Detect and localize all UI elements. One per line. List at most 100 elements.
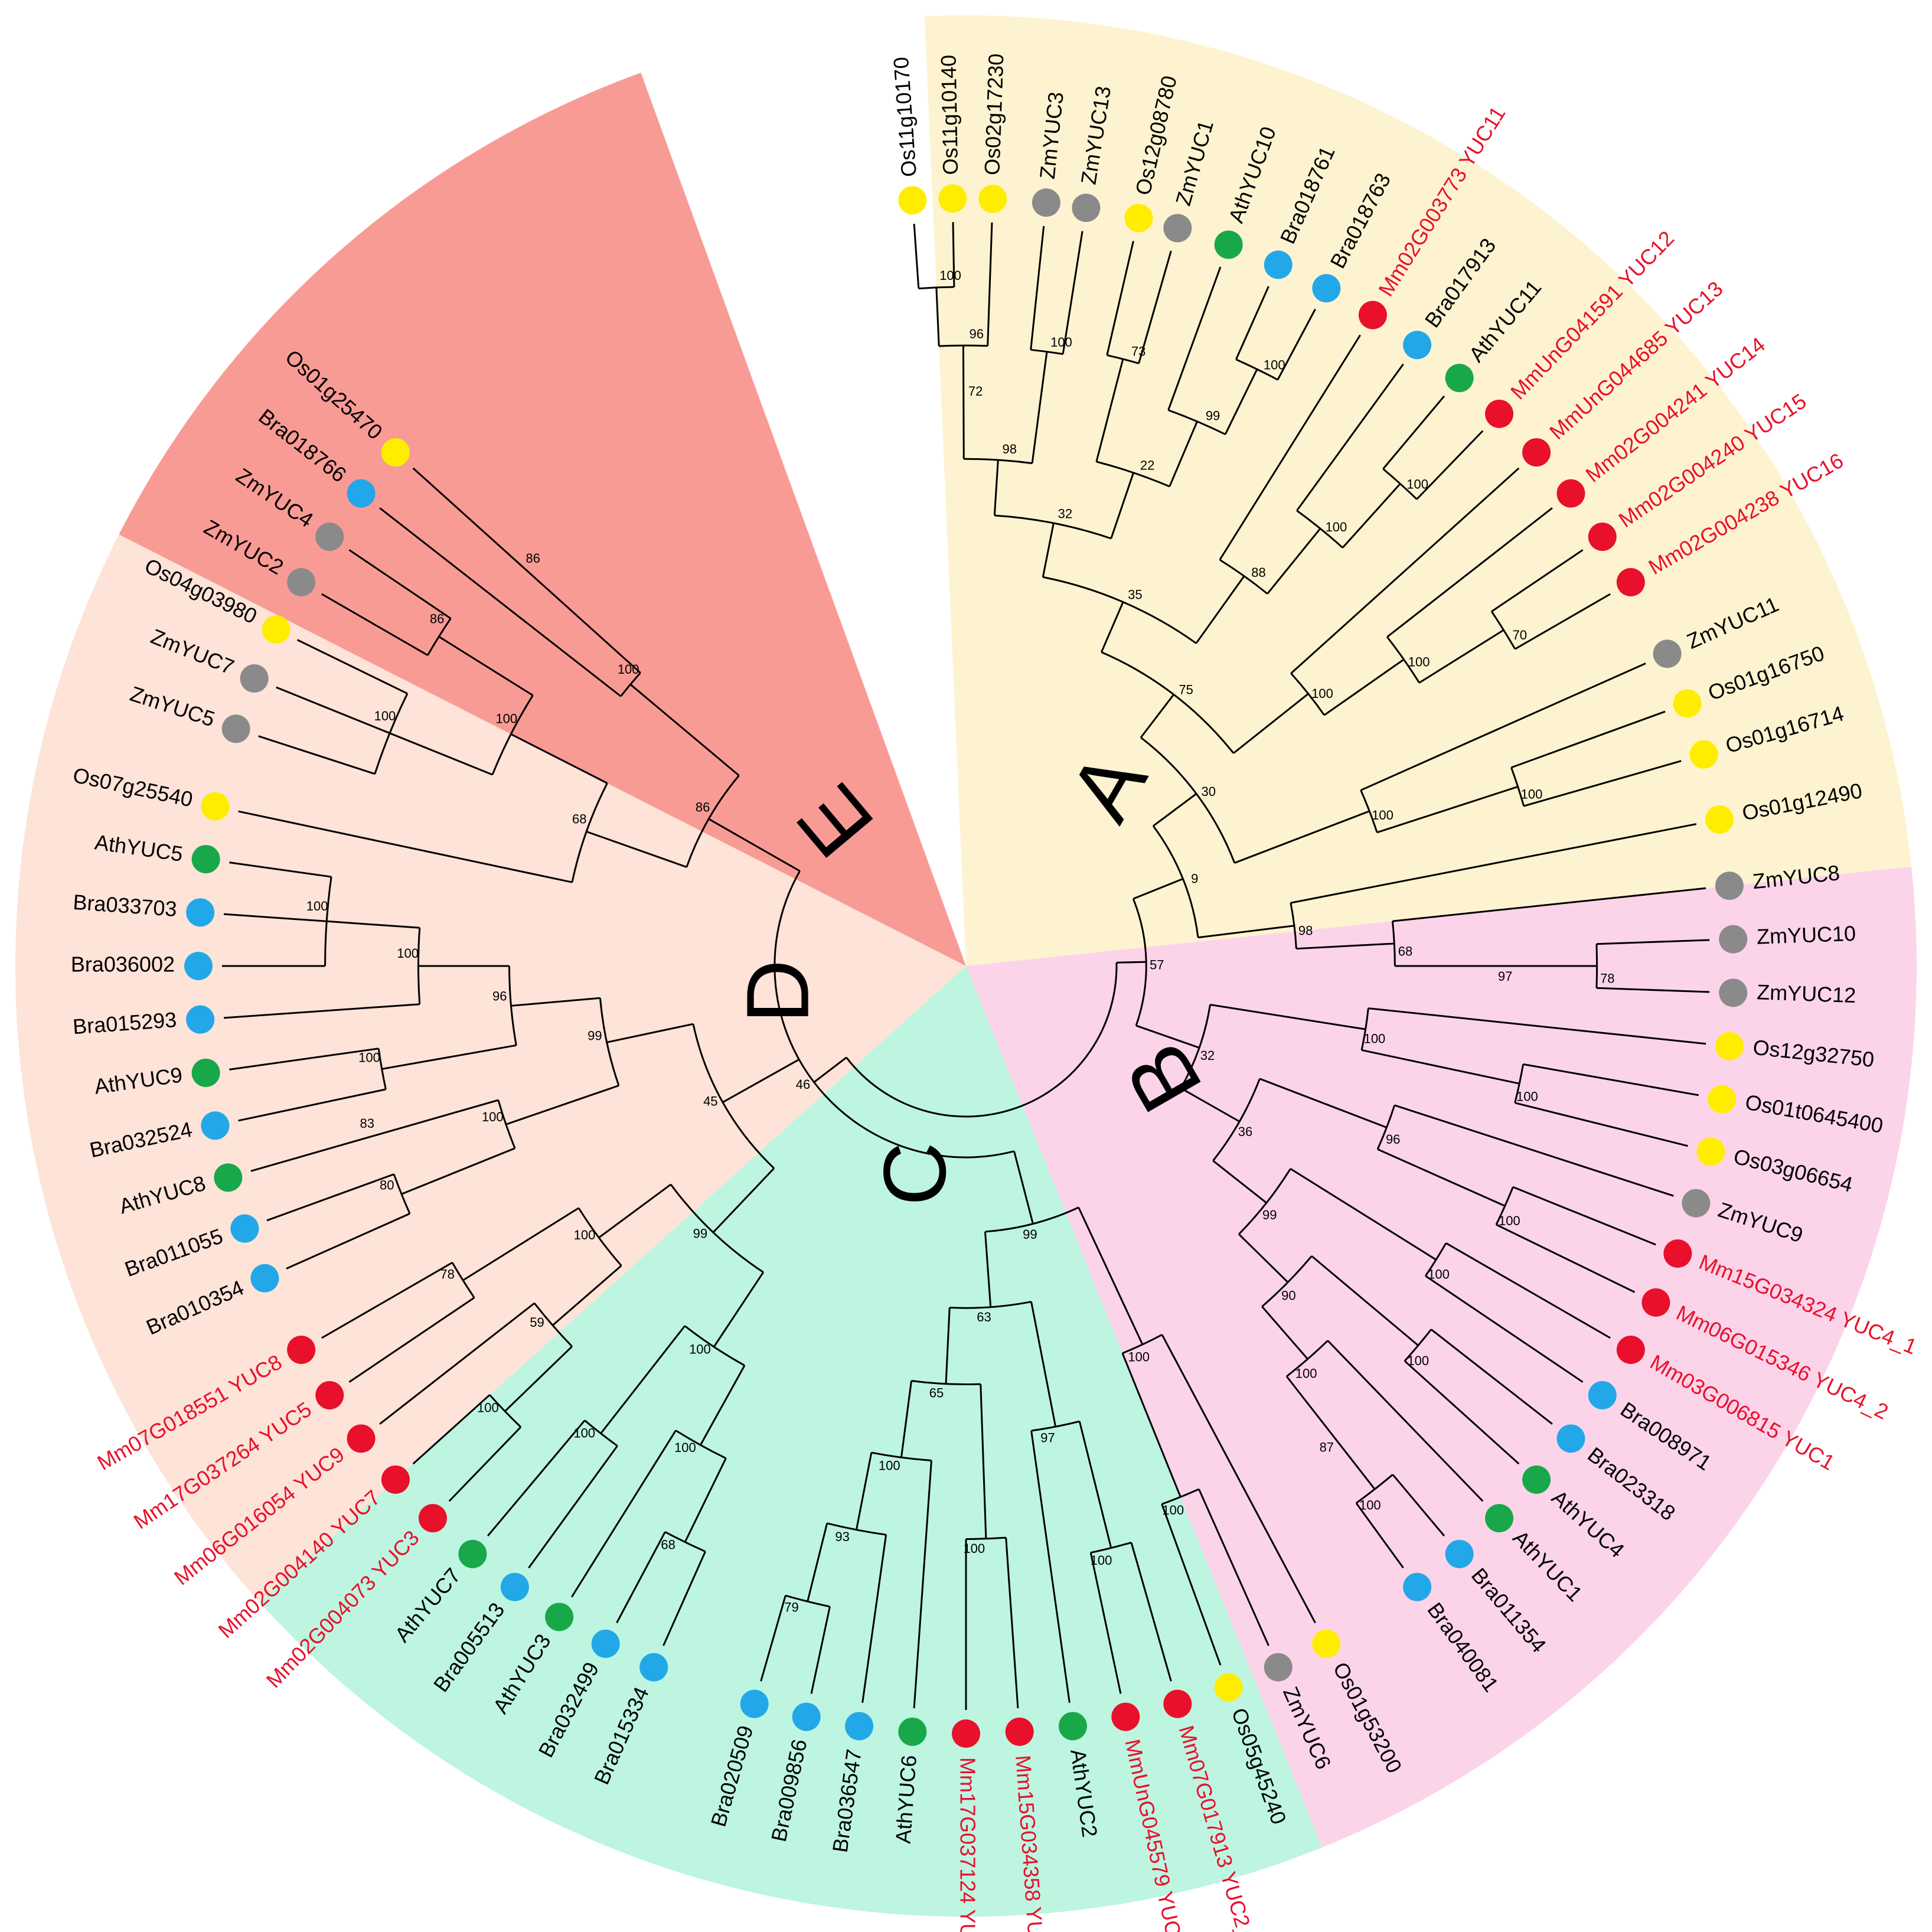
branch-edge bbox=[855, 1452, 873, 1530]
species-dot-blue bbox=[201, 1111, 230, 1140]
branch-edge bbox=[1133, 877, 1183, 900]
branch-edge bbox=[1376, 785, 1519, 834]
species-dot-red bbox=[1485, 399, 1514, 428]
branch-edge bbox=[1386, 507, 1553, 638]
branch-edge bbox=[238, 1088, 386, 1122]
species-dot-green bbox=[1445, 364, 1474, 393]
bootstrap-value: 100 bbox=[674, 1440, 696, 1455]
bootstrap-value: 90 bbox=[1281, 1288, 1295, 1303]
branch-edge bbox=[984, 1231, 992, 1307]
species-dot-yellow bbox=[1689, 740, 1718, 769]
branch-edge bbox=[1078, 1207, 1144, 1345]
species-dot-blue bbox=[845, 1712, 874, 1741]
branch-edge bbox=[1167, 266, 1222, 411]
branch-edge bbox=[663, 1551, 706, 1646]
clade-letter-d: D bbox=[728, 960, 827, 1023]
bootstrap-value: 22 bbox=[1140, 458, 1154, 473]
species-dot-blue bbox=[1403, 331, 1432, 360]
root-arc bbox=[846, 962, 1118, 1118]
species-dot-green bbox=[1214, 230, 1243, 259]
branch-edge bbox=[1042, 523, 1055, 577]
branch-edge bbox=[810, 1606, 831, 1694]
bootstrap-value: 57 bbox=[1150, 957, 1164, 972]
branch-edge bbox=[348, 1297, 475, 1383]
branch-arc bbox=[491, 694, 534, 775]
bootstrap-value: 96 bbox=[1386, 1132, 1400, 1147]
bootstrap-value: 86 bbox=[526, 551, 540, 566]
branch-edge bbox=[296, 639, 408, 694]
branch-edge bbox=[1368, 1007, 1706, 1045]
species-dot-grey bbox=[1032, 188, 1060, 217]
bootstrap-value: 86 bbox=[696, 799, 710, 814]
leaf-label: Os11g10170 bbox=[889, 56, 921, 178]
bootstrap-value: 100 bbox=[1295, 1366, 1317, 1381]
branch-edge bbox=[1510, 710, 1666, 769]
species-dot-blue bbox=[347, 479, 376, 508]
bootstrap-value: 100 bbox=[306, 899, 328, 913]
branch-edge bbox=[708, 818, 801, 872]
branch-edge bbox=[1180, 1087, 1240, 1122]
species-dot-yellow bbox=[381, 438, 410, 467]
branch-edge bbox=[1418, 629, 1505, 684]
branch-edge bbox=[505, 1085, 619, 1125]
species-dot-blue bbox=[740, 1689, 769, 1718]
bootstrap-value: 32 bbox=[1200, 1048, 1215, 1063]
branch-edge bbox=[1062, 231, 1084, 354]
branch-edge bbox=[813, 1056, 847, 1084]
branch-edge bbox=[250, 1133, 381, 1172]
species-dot-grey bbox=[221, 714, 250, 743]
branch-edge bbox=[1285, 1376, 1331, 1433]
branch-edge bbox=[1392, 1474, 1445, 1537]
species-dot-yellow bbox=[201, 792, 230, 821]
branch-edge bbox=[684, 1458, 727, 1543]
species-dot-red bbox=[1663, 1239, 1692, 1268]
branch-arc bbox=[939, 344, 988, 347]
species-dot-yellow bbox=[978, 184, 1007, 213]
bootstrap-value: 100 bbox=[1406, 477, 1428, 492]
leaf-label: Os02g17230 bbox=[980, 53, 1008, 175]
branch-edge bbox=[935, 287, 940, 347]
branch-edge bbox=[379, 507, 622, 697]
leaf-label: Mm17G037124 YUC6_2 bbox=[955, 1757, 980, 1932]
bootstrap-value: 99 bbox=[588, 1029, 602, 1043]
branch-edge bbox=[487, 1419, 586, 1537]
species-dot-green bbox=[1485, 1504, 1514, 1533]
bootstrap-value: 98 bbox=[1002, 442, 1016, 456]
branch-edge bbox=[913, 223, 920, 289]
branch-edge bbox=[1355, 1502, 1404, 1569]
species-dot-green bbox=[898, 1717, 927, 1746]
species-dot-grey bbox=[1715, 872, 1744, 900]
branch-edge bbox=[987, 222, 993, 346]
species-dot-yellow bbox=[1708, 1085, 1737, 1114]
species-dot-grey bbox=[1719, 925, 1748, 954]
branch-edge bbox=[1106, 240, 1134, 355]
bootstrap-value: 93 bbox=[835, 1529, 849, 1544]
species-dot-red bbox=[1616, 1336, 1645, 1364]
branch-edge bbox=[380, 1099, 499, 1135]
branch-edge bbox=[1290, 467, 1520, 674]
branch-edge bbox=[722, 1059, 799, 1104]
branch-edge bbox=[1197, 925, 1295, 939]
leaf-label: Bra036002 bbox=[71, 952, 175, 977]
branch-edge bbox=[980, 1384, 987, 1539]
branch-edge bbox=[1210, 1004, 1366, 1030]
branch-edge bbox=[1416, 430, 1484, 500]
branch-edge bbox=[1005, 1538, 1019, 1709]
branch-edge bbox=[229, 1047, 379, 1071]
branch-edge bbox=[1121, 1353, 1182, 1497]
branch-edge bbox=[807, 1523, 828, 1602]
bootstrap-value: 80 bbox=[380, 1177, 394, 1192]
branch-edge bbox=[712, 1167, 775, 1233]
bootstrap-value: 100 bbox=[1499, 1213, 1520, 1228]
bootstrap-value: 99 bbox=[1262, 1208, 1277, 1222]
clade-sectors bbox=[15, 15, 1917, 1917]
bootstrap-value: 100 bbox=[879, 1458, 900, 1473]
branch-edge bbox=[1219, 334, 1361, 560]
species-dot-grey bbox=[1682, 1189, 1711, 1218]
branch-edge bbox=[448, 1426, 522, 1502]
species-dot-yellow bbox=[1214, 1673, 1243, 1702]
species-dot-grey bbox=[1072, 194, 1101, 223]
branch-edge bbox=[551, 1265, 622, 1326]
species-dot-yellow bbox=[1673, 689, 1702, 718]
